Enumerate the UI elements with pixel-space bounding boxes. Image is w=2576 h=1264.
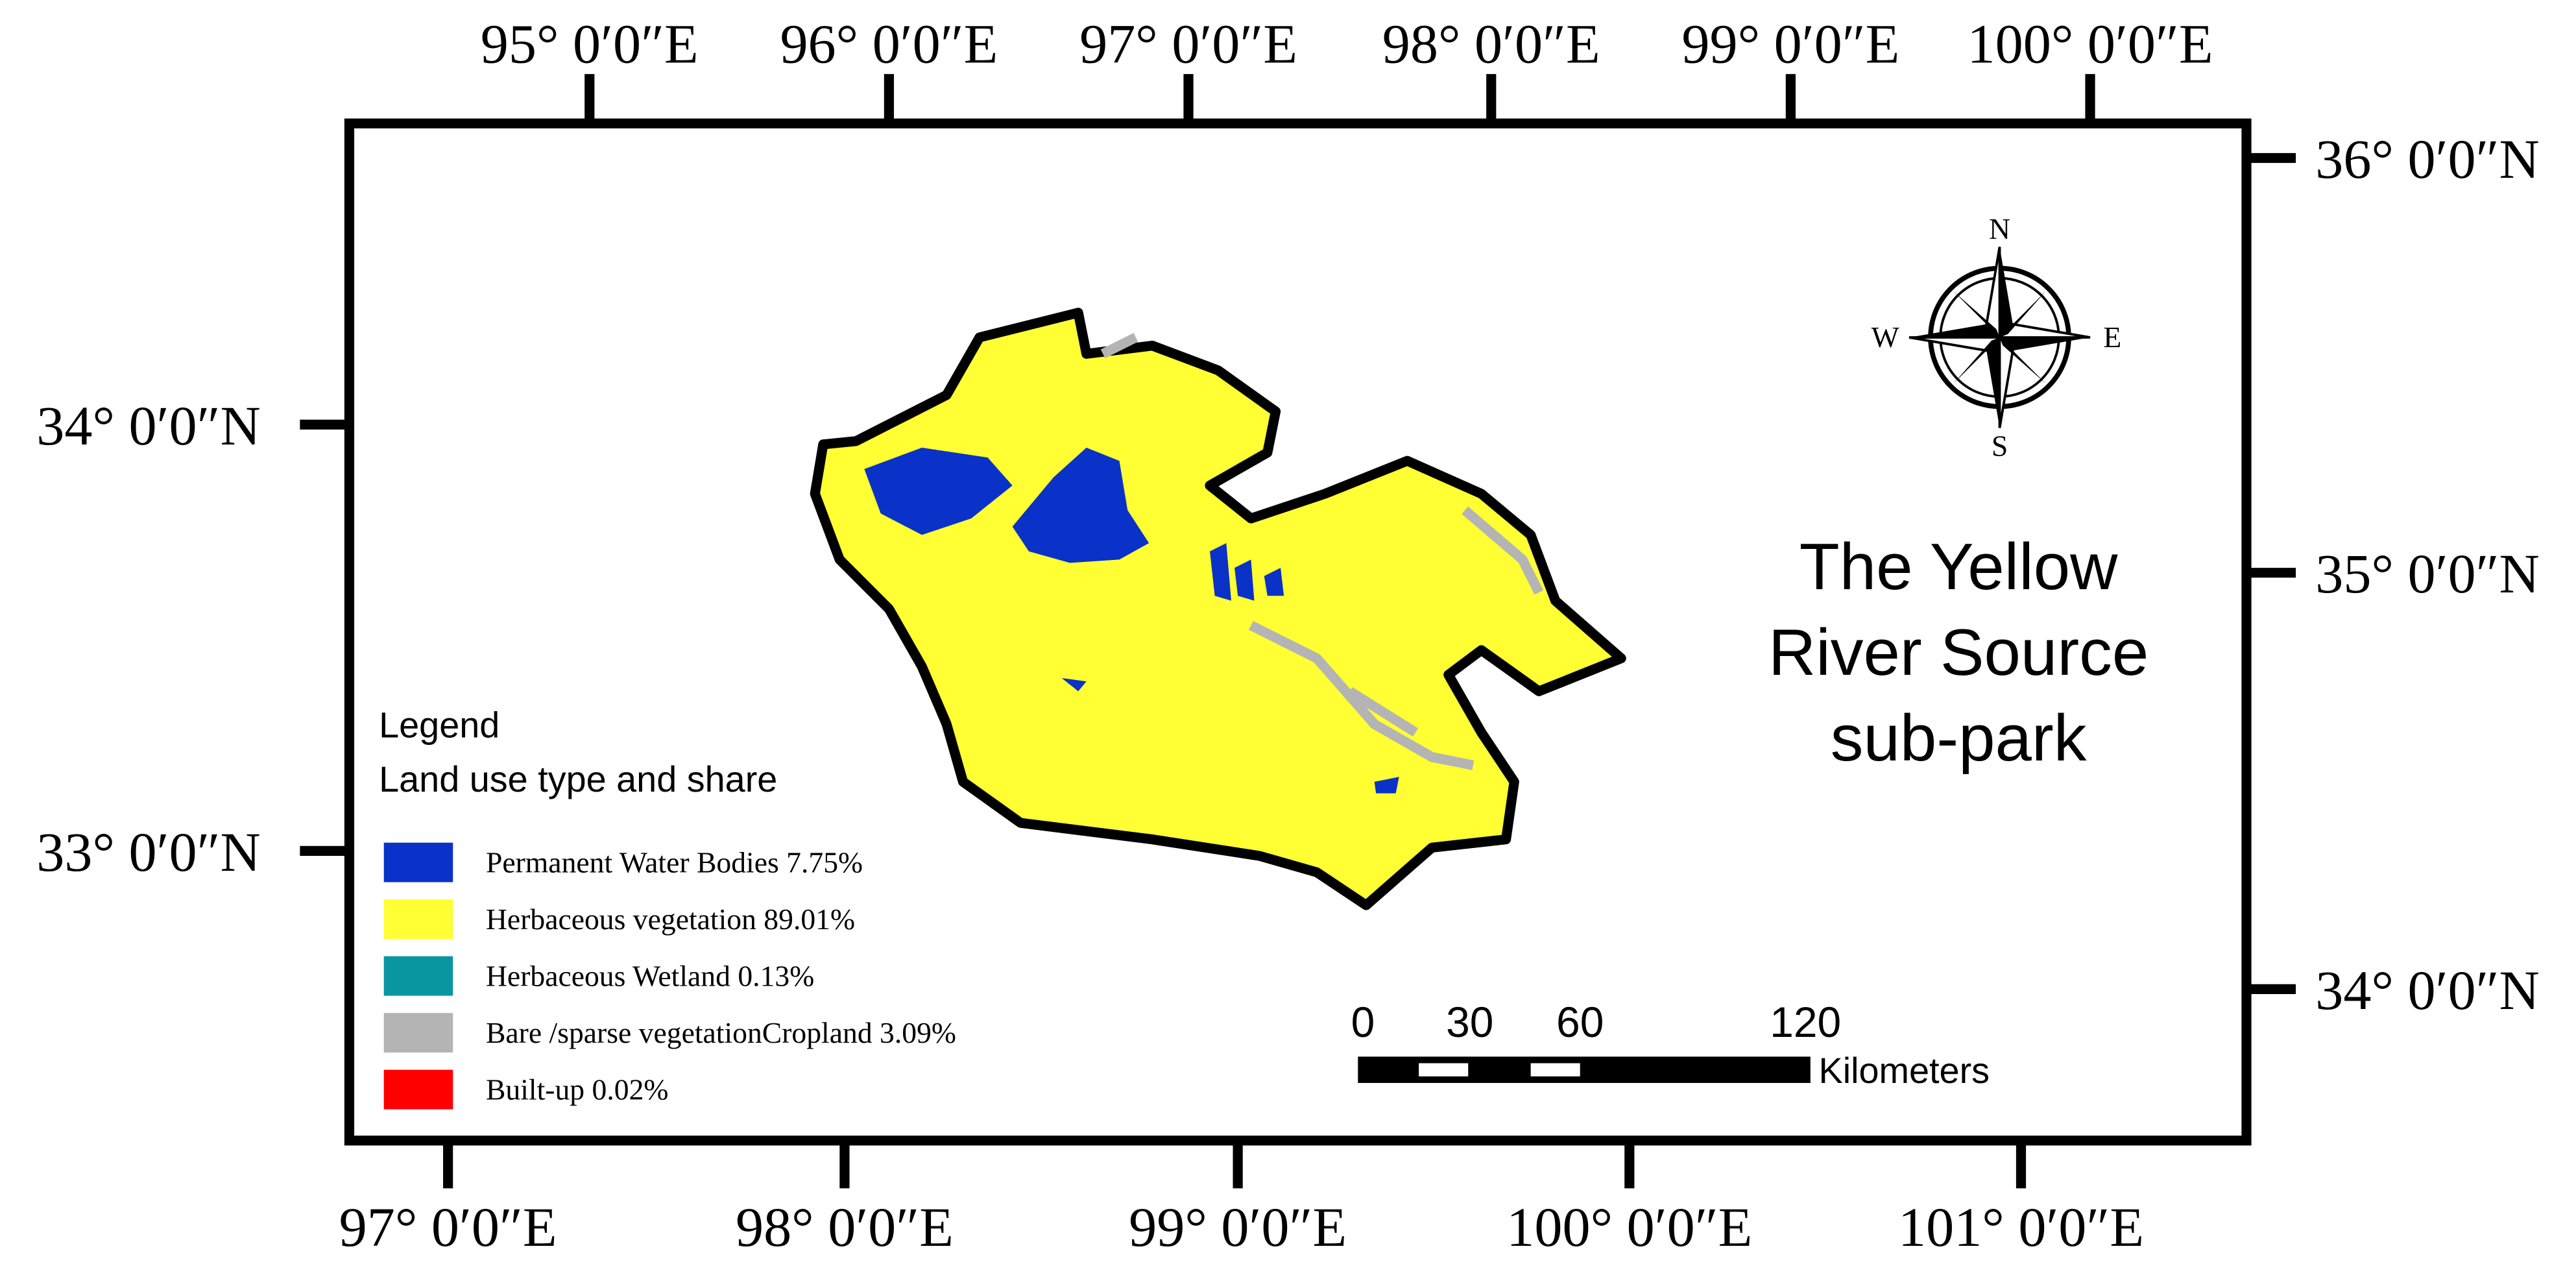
legend-subtitle: Land use type and share [379, 759, 777, 799]
right-tick-label: 34° 0′0″N [2315, 959, 2540, 1021]
scale-label: 60 [1556, 998, 1604, 1046]
top-tick-label: 96° 0′0″E [780, 12, 998, 75]
legend-label: Herbaceous vegetation 89.01% [486, 903, 855, 936]
compass-n: N [1989, 212, 2010, 245]
scale-label: 120 [1770, 998, 1841, 1046]
map-title: The Yellow [1800, 530, 2118, 603]
legend-swatch [383, 842, 453, 882]
compass-e: E [2103, 321, 2121, 354]
legend-label: Bare /sparse vegetationCropland 3.09% [486, 1016, 956, 1049]
map-title: River Source [1768, 616, 2149, 689]
scale-unit: Kilometers [1819, 1050, 1990, 1091]
legend-label: Herbaceous Wetland 0.13% [486, 959, 814, 992]
left-tick-label: 33° 0′0″N [36, 821, 261, 883]
scale-label: 0 [1351, 998, 1375, 1046]
bare-area [1100, 333, 1544, 770]
map-title: sub-park [1831, 701, 2087, 775]
bottom-tick-label: 101° 0′0″E [1898, 1196, 2144, 1258]
legend-title: Legend [379, 704, 500, 745]
left-tick-label: 34° 0′0″N [36, 395, 261, 457]
scale-bar: 0 30 60 120 Kilometers [1351, 998, 1990, 1091]
compass: N S E W [1872, 212, 2122, 463]
bottom-tick-label: 98° 0′0″E [736, 1196, 954, 1258]
lake [1061, 543, 1399, 794]
scale-label: 30 [1446, 998, 1493, 1046]
top-tick-label: 98° 0′0″E [1382, 12, 1600, 75]
top-tick-label: 97° 0′0″E [1079, 12, 1297, 75]
top-tick-label: 99° 0′0″E [1681, 12, 1899, 75]
legend-label: Permanent Water Bodies 7.75% [486, 845, 863, 879]
lake [1012, 447, 1150, 563]
legend-swatch [383, 1013, 453, 1053]
graticule-ticks: 95° 0′0″E 96° 0′0″E 97° 0′0″E 98° 0′0″E 99° … [36, 12, 2540, 1258]
bottom-tick-label: 100° 0′0″E [1506, 1196, 1752, 1258]
top-tick-label: 95° 0′0″E [481, 12, 699, 75]
legend-swatch [383, 1069, 453, 1110]
right-tick-label: 35° 0′0″N [2315, 542, 2540, 605]
legend: Permanent Water Bodies 7.75% Herbaceous v… [383, 842, 956, 1110]
study-area [810, 308, 1626, 910]
bottom-tick-label: 97° 0′0″E [339, 1196, 557, 1258]
legend-swatch [383, 899, 453, 940]
lake [864, 447, 1013, 535]
legend-swatch [383, 956, 453, 996]
bottom-tick-label: 99° 0′0″E [1129, 1196, 1347, 1258]
compass-s: S [1992, 430, 2008, 463]
compass-w: W [1872, 321, 1899, 354]
right-tick-label: 36° 0′0″N [2315, 128, 2540, 190]
scale-bar-segment [1530, 1063, 1580, 1076]
region-outline [810, 308, 1626, 910]
top-tick-label: 100° 0′0″E [1968, 12, 2213, 75]
legend-label: Built-up 0.02% [486, 1073, 668, 1106]
scale-bar-segment [1419, 1063, 1469, 1076]
